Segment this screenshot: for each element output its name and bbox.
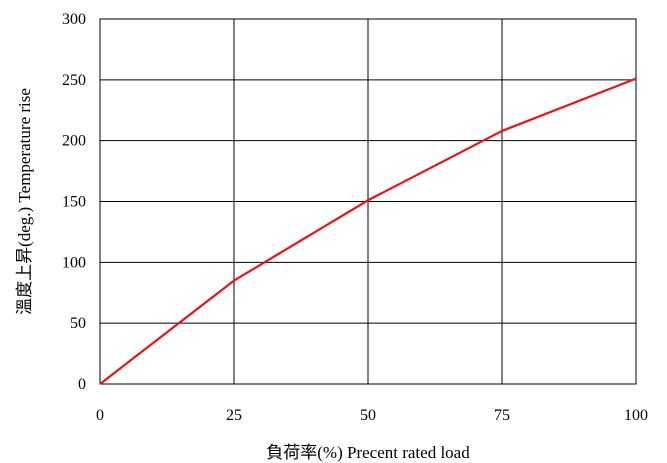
x-tick-label-1: 25 (226, 407, 242, 424)
x-tick-label-4: 100 (624, 407, 648, 424)
x-tick-label-0: 0 (96, 407, 104, 424)
x-axis-title: 負荷率(%) Precent rated load (266, 443, 470, 462)
y-axis-title: 溫度上昇(deg.) Temperature rise (15, 88, 34, 315)
series-layer (99, 77, 637, 385)
series-line-0 (99, 77, 637, 385)
y-tick-label-1: 50 (70, 315, 86, 332)
y-tick-labels: 0 50 100 150 200 250 300 (62, 11, 86, 393)
x-tick-labels: 0 25 50 75 100 (96, 407, 648, 424)
plot-frame (99, 18, 637, 385)
y-tick-label-0: 0 (78, 376, 86, 393)
x-tick-label-2: 50 (360, 407, 376, 424)
y-tick-label-6: 300 (62, 11, 86, 28)
x-tick-label-3: 75 (494, 407, 510, 424)
y-tick-label-3: 150 (62, 194, 86, 211)
y-tick-label-4: 200 (62, 133, 86, 150)
y-tick-label-2: 100 (62, 254, 86, 271)
y-tick-label-5: 250 (62, 72, 86, 89)
